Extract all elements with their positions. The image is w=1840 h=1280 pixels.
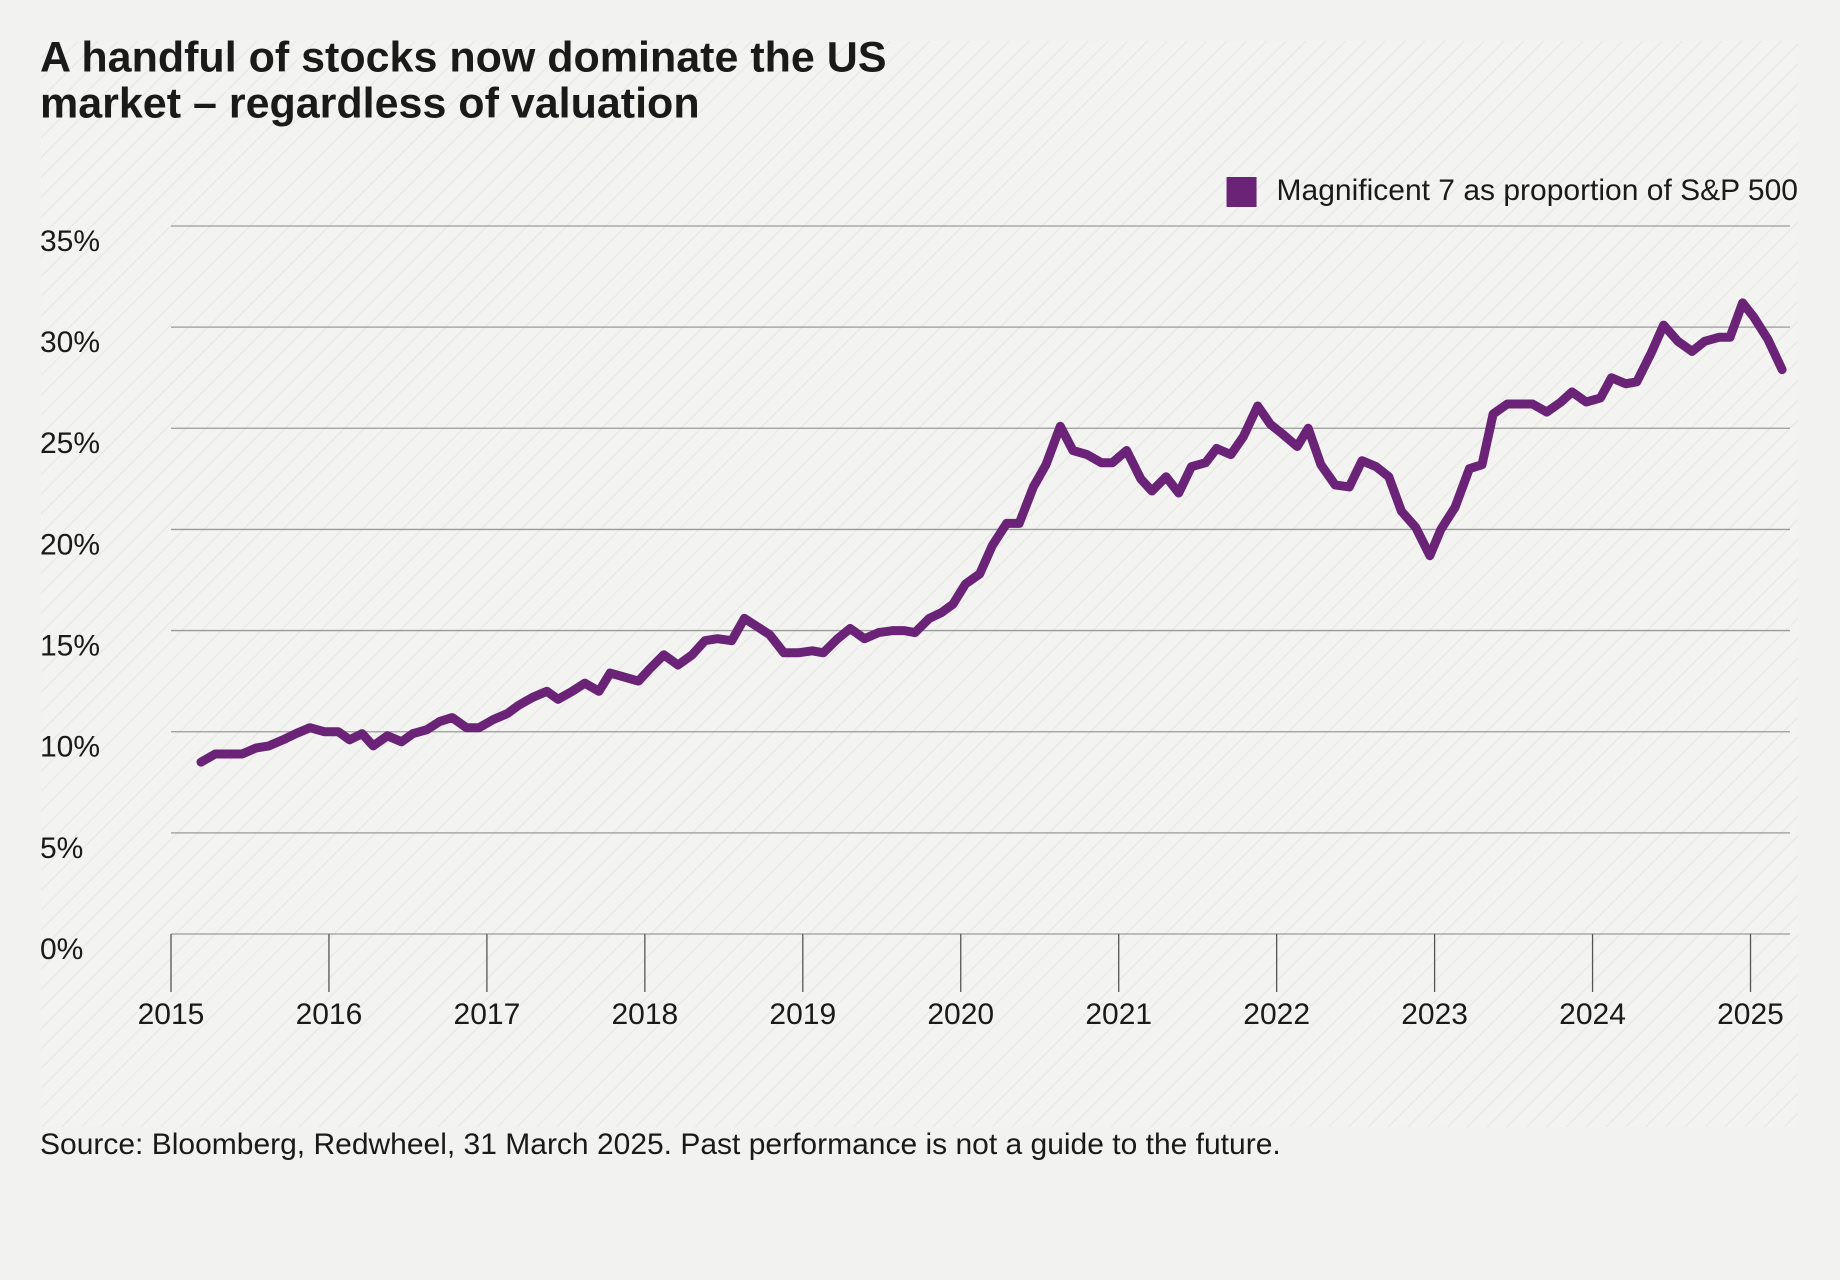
chart-title: market – regardless of valuation [40, 79, 700, 127]
y-tick-label: 5% [40, 832, 83, 865]
data-line [196, 298, 1787, 767]
x-tick-label: 2019 [769, 998, 836, 1031]
legend-swatch [1226, 177, 1257, 207]
chart-title: A handful of stocks now dominate the US [40, 33, 887, 81]
x-tick-label: 2020 [927, 998, 994, 1031]
plot-background [41, 41, 1798, 1127]
x-tick-label: 2016 [296, 998, 363, 1031]
x-tick-label: 2025 [1717, 998, 1784, 1031]
y-tick-label: 20% [40, 528, 100, 561]
x-tick-label: 2018 [611, 998, 678, 1031]
y-tick-label: 0% [40, 933, 83, 966]
legend-label: Magnificent 7 as proportion of S&P 500 [1277, 174, 1798, 207]
y-tick-label: 30% [40, 326, 100, 359]
y-tick-label: 35% [40, 225, 100, 258]
source-note: Source: Bloomberg, Redwheel, 31 March 20… [40, 1128, 1281, 1161]
y-tick-label: 25% [40, 427, 100, 460]
y-tick-label: 15% [40, 629, 100, 662]
x-tick-label: 2017 [454, 998, 521, 1031]
x-tick-label: 2015 [138, 998, 205, 1031]
x-tick-label: 2022 [1243, 998, 1310, 1031]
y-tick-label: 10% [40, 731, 100, 764]
x-tick-label: 2023 [1401, 998, 1468, 1031]
x-tick-label: 2021 [1085, 998, 1152, 1031]
x-tick-label: 2024 [1559, 998, 1626, 1031]
